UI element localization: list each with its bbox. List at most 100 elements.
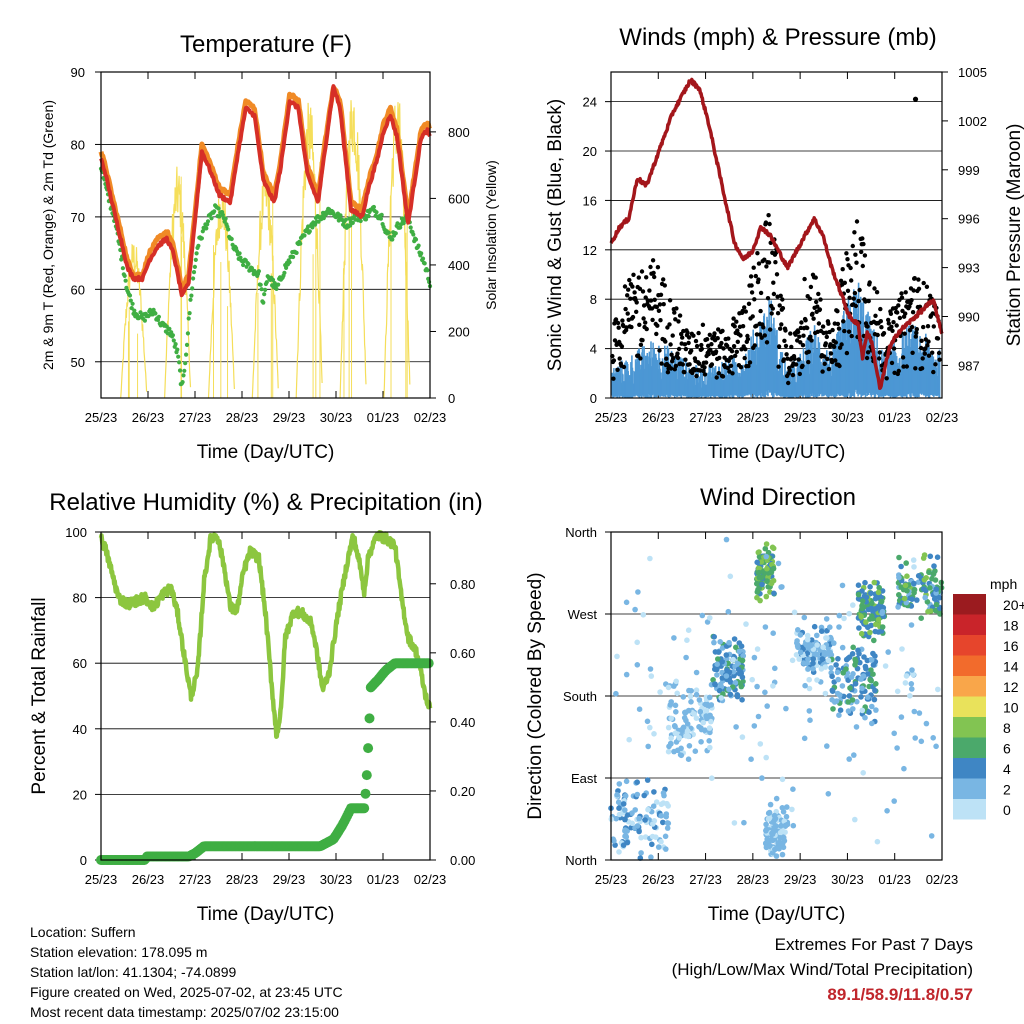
wind-direction-point	[783, 813, 790, 820]
temperature-xtick-label: 01/23	[367, 410, 400, 425]
wind-direction-point	[754, 646, 761, 652]
wind-direction-point	[748, 756, 754, 762]
wind-direction-point	[779, 851, 786, 858]
gust-point	[922, 351, 927, 356]
wind-direction-point	[763, 821, 769, 828]
wind-direction-point	[666, 743, 672, 750]
humidity-ytick-label: 60	[73, 656, 87, 671]
gust-point	[662, 283, 667, 288]
wind-direction-point	[909, 686, 915, 692]
gust-point	[801, 333, 806, 338]
wind-direction-point	[859, 685, 865, 692]
gust-point	[896, 368, 901, 374]
dewpoint-point	[282, 270, 287, 275]
dewpoint-point	[379, 212, 384, 217]
dewpoint-point	[196, 243, 201, 248]
gust-point	[745, 336, 751, 342]
gust-point	[808, 284, 814, 290]
gust-point	[698, 368, 703, 373]
wind-direction-point	[664, 820, 671, 826]
humidity-xtick-label: 02/23	[414, 872, 447, 887]
dewpoint-point	[261, 300, 266, 305]
dewpoint-point	[132, 308, 137, 313]
wind-direction-point	[645, 806, 651, 813]
speed-legend-swatch	[953, 799, 986, 820]
wind-direction-point	[846, 756, 852, 762]
wind-direction-point	[789, 806, 795, 813]
wind-direction-point	[873, 681, 879, 687]
wind-direction-point	[671, 748, 677, 755]
wind-direction-point	[834, 669, 841, 676]
gust-point	[627, 277, 632, 283]
wind-direction-point	[771, 590, 777, 597]
gust-point	[752, 343, 757, 348]
wind-direction-point	[726, 669, 733, 675]
temperature-ytick-label: 80	[71, 137, 85, 152]
dewpoint-point	[129, 306, 134, 311]
humidity-ytick-label: 0	[80, 853, 87, 868]
gust-point	[659, 361, 664, 366]
gust-point	[788, 331, 793, 336]
wind-direction-point	[698, 739, 704, 745]
gust-point	[783, 343, 789, 349]
dewpoint-point	[420, 256, 426, 261]
wind-direction-point	[814, 642, 820, 648]
gust-point	[687, 362, 692, 367]
dewpoint-point	[262, 292, 267, 297]
dewpoint-point	[216, 206, 221, 211]
dewpoint-point	[199, 236, 204, 241]
gust-point	[884, 376, 889, 381]
wind-direction-point	[634, 662, 641, 668]
dewpoint-point	[393, 231, 398, 236]
wind-direction-point	[839, 582, 846, 589]
wind-direction-point	[756, 574, 763, 581]
wind-direction-point	[717, 639, 723, 645]
gust-point	[749, 283, 754, 288]
wind-direction-point	[714, 661, 720, 667]
gust-point	[685, 330, 690, 335]
wind-direction-point	[858, 676, 864, 682]
dewpoint-point	[284, 265, 289, 270]
wind-direction-point	[870, 662, 877, 668]
wind-direction-point	[765, 584, 771, 590]
humidity-title: Relative Humidity (%) & Precipitation (i…	[49, 489, 482, 516]
gust-point	[672, 367, 677, 372]
wind-direction-point	[734, 692, 741, 698]
wind-direction-point	[648, 673, 655, 679]
temperature-xtick-label: 26/23	[132, 410, 165, 425]
solar-insolation-line	[251, 168, 279, 399]
gust-point	[926, 339, 931, 344]
wind-direction-point	[835, 656, 841, 662]
humidity-y2tick-label: 0.60	[450, 646, 475, 661]
wind-direction-point	[884, 808, 890, 814]
winds-ytick-label: 24	[583, 95, 597, 110]
winds-ytick-label: 20	[583, 144, 597, 159]
wind-direction-point	[704, 619, 711, 625]
wind-direction-point	[867, 584, 873, 590]
gust-point	[746, 363, 751, 369]
wind-direction-point	[903, 673, 910, 679]
wind-direction-point	[911, 708, 918, 715]
wind-direction-point	[740, 653, 746, 659]
wind-direction-point	[875, 589, 882, 596]
wind-direction-point	[697, 708, 704, 715]
gust-point	[844, 251, 849, 256]
wind-direction-point	[668, 735, 674, 741]
gust-point	[833, 340, 838, 345]
wind-direction-point	[756, 569, 762, 576]
gust-point	[903, 290, 908, 295]
temperature-y2tick-label: 800	[448, 125, 470, 140]
wind-direction-point	[859, 588, 865, 594]
gust-point	[725, 343, 730, 349]
wind-direction-point	[828, 665, 834, 671]
dewpoint-point	[298, 241, 303, 246]
gust-point	[767, 221, 772, 227]
wind-direction-point	[927, 553, 934, 560]
gust-point	[717, 355, 722, 361]
gust-point	[828, 351, 834, 356]
wind-direction-point	[801, 614, 808, 621]
gust-point	[800, 363, 805, 368]
gust-point	[683, 357, 688, 362]
wind-direction-point	[718, 695, 724, 701]
gust-point	[911, 288, 916, 293]
